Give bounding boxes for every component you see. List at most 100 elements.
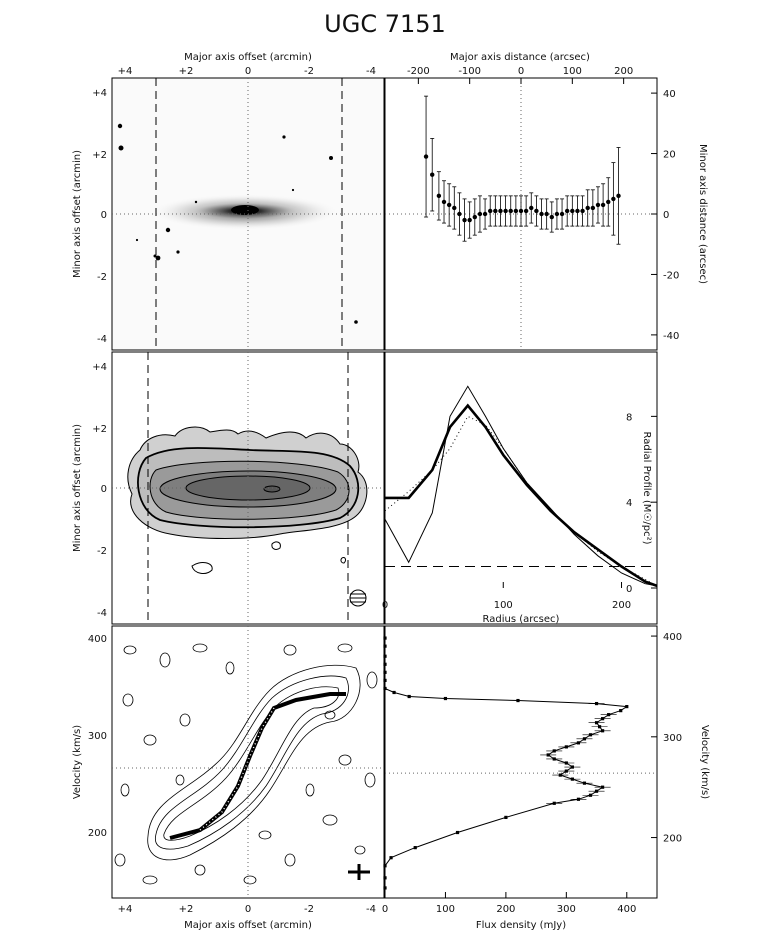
tick-label: -2 — [304, 904, 314, 915]
data-point — [588, 733, 593, 737]
global-profile-x-label: Flux density (mJy) — [476, 920, 566, 931]
tick-label: -4 — [366, 66, 376, 77]
data-point — [430, 172, 435, 177]
tick-label: -4 — [97, 334, 107, 345]
tick-label: +4 — [92, 362, 107, 373]
data-point — [383, 876, 387, 880]
tick-label: -2 — [97, 272, 107, 283]
radial-profile-plot — [384, 385, 658, 588]
pv-noise-contours — [114, 643, 378, 885]
data-point — [516, 698, 520, 703]
top-left-tick-labels: +4 +2 0 -2 -4 — [118, 66, 376, 77]
tick-label: -20 — [663, 270, 679, 281]
tick-label: 400 — [663, 632, 682, 643]
tick-label: 200 — [663, 834, 682, 845]
tick-label: +2 — [179, 66, 194, 77]
data-point — [564, 745, 568, 749]
tick-label: +2 — [92, 150, 107, 161]
data-point — [383, 654, 387, 658]
data-point — [493, 208, 498, 214]
tick-label: -2 — [304, 66, 314, 77]
tick-label: +4 — [92, 88, 107, 99]
tick-label: 0 — [626, 584, 632, 595]
tick-label: 0 — [382, 600, 388, 611]
tick-label: 0 — [663, 210, 669, 221]
data-point — [498, 208, 503, 214]
radial-profile-y-tick-labels: 0 4 8 — [626, 412, 657, 595]
data-point — [477, 211, 483, 217]
tick-label: 0 — [245, 66, 251, 77]
tick-label: +2 — [179, 904, 194, 915]
top-left-axis-label: Major axis offset (arcmin) — [184, 52, 312, 63]
data-point — [423, 154, 429, 159]
tick-label: 0 — [518, 66, 524, 77]
minor-axis-plot — [385, 78, 657, 350]
global-profile-x-tick-labels: 0 100 200 300 400 — [382, 892, 636, 915]
pv-emission-contours — [147, 664, 361, 861]
data-point — [457, 211, 462, 217]
data-point — [600, 202, 606, 208]
tick-label: -2 — [97, 546, 107, 557]
radial-profile-panel: 0 100 200 0 4 8 Radius (arcsec) Radial Profi… — [382, 351, 658, 625]
data-point — [594, 701, 599, 706]
data-point — [570, 777, 574, 781]
tick-label: 0 — [101, 210, 107, 221]
data-point — [488, 208, 493, 214]
data-point — [570, 765, 574, 769]
data-point — [582, 781, 587, 785]
hi-map-panel: +4 +2 0 -2 -4 Minor axis offset (arcmin) — [72, 351, 385, 625]
optical-left-axis-label: Minor axis offset (arcmin) — [72, 150, 83, 278]
data-point — [383, 864, 387, 868]
data-point — [436, 193, 442, 199]
tick-label: -40 — [663, 331, 679, 342]
tick-label: 0 — [382, 904, 388, 915]
data-point — [383, 670, 387, 674]
data-point — [383, 886, 387, 890]
hi-blob-3 — [340, 557, 346, 564]
data-point — [552, 749, 556, 753]
data-point — [462, 217, 467, 223]
data-point — [552, 801, 556, 805]
profile-thin-line — [384, 385, 658, 587]
foreground-stars — [117, 123, 358, 324]
tick-label: 40 — [663, 89, 676, 100]
data-point — [452, 205, 457, 211]
hi-blob-2 — [271, 541, 281, 550]
data-point — [549, 214, 554, 220]
data-point — [564, 208, 570, 214]
data-point — [413, 846, 417, 850]
tick-label: +4 — [118, 904, 133, 915]
hi-blob-1 — [191, 562, 213, 574]
data-point — [594, 721, 599, 725]
tick-label: 4 — [626, 498, 632, 509]
left-tick-labels-bottom: 400 300 200 — [88, 634, 107, 839]
tick-label: 400 — [617, 904, 636, 915]
data-point — [559, 211, 565, 217]
data-point — [441, 199, 447, 205]
data-point — [389, 856, 393, 860]
tick-label: 100 — [494, 600, 513, 611]
global-profile-panel: 0 100 200 300 400 400 300 200 Flux density (mJ… — [382, 625, 710, 931]
data-point — [625, 704, 629, 709]
data-point — [544, 211, 549, 217]
tick-label: 400 — [88, 634, 107, 645]
global-profile-line — [384, 638, 629, 888]
data-point — [523, 208, 529, 214]
data-point — [558, 773, 562, 777]
data-point — [564, 761, 568, 765]
figure-title: UGC 7151 — [324, 10, 446, 38]
data-point — [601, 785, 605, 789]
tick-label: 300 — [557, 904, 576, 915]
hi-map-left-axis-label: Minor axis offset (arcmin) — [72, 424, 83, 552]
data-point — [482, 211, 488, 217]
tick-label: 200 — [88, 828, 107, 839]
tick-label: 200 — [496, 904, 515, 915]
radial-profile-y-label: Radial Profile (M☉/pc²) — [641, 432, 652, 545]
tick-label: 100 — [563, 66, 582, 77]
global-profile-plot — [383, 636, 657, 890]
left-tick-labels-mid: +4 +2 0 -2 -4 — [92, 362, 107, 619]
data-point — [606, 199, 611, 205]
data-point — [575, 208, 580, 214]
tick-label: 8 — [626, 412, 632, 423]
pv-bottom-axis-label: Major axis offset (arcmin) — [184, 920, 312, 931]
